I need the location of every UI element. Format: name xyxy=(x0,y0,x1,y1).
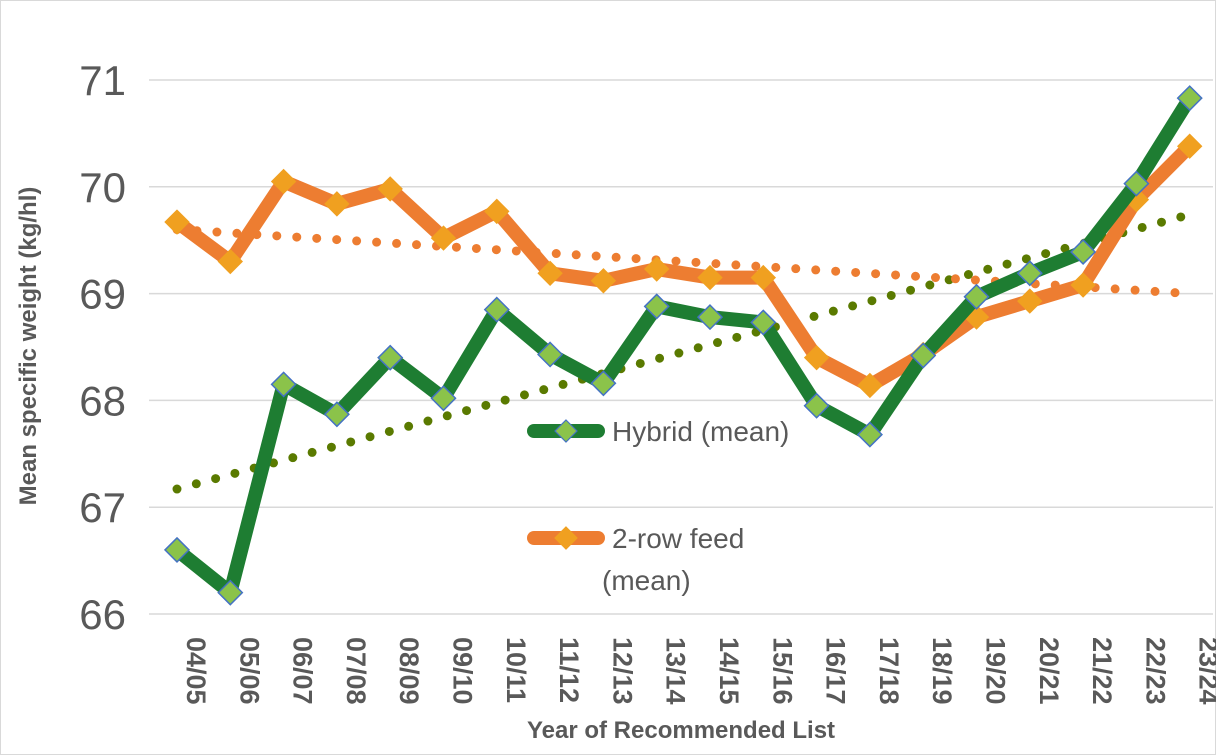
x-tick-label: 20/21 xyxy=(1034,637,1064,705)
y-tick-label: 68 xyxy=(79,377,126,424)
legend-label-2-row-feed-line2: (mean) xyxy=(602,565,691,596)
x-tick-label: 16/17 xyxy=(821,637,851,705)
data-point-hybrid xyxy=(1123,170,1150,197)
legend-label-hybrid: Hybrid (mean) xyxy=(612,416,789,447)
data-point-hybrid xyxy=(537,341,564,368)
data-point-hybrid xyxy=(1176,85,1203,112)
x-tick-label: 07/08 xyxy=(341,637,371,705)
x-tick-label: 23/24 xyxy=(1194,637,1216,705)
data-point-2-row-feed xyxy=(750,264,777,291)
data-point-hybrid xyxy=(163,536,191,563)
series-group xyxy=(163,85,1203,606)
data-point-hybrid xyxy=(270,371,297,398)
y-tick-label: 70 xyxy=(79,164,126,211)
data-point-2-row-feed xyxy=(1017,288,1043,314)
trendlines xyxy=(172,210,1195,494)
x-tick-label: 17/18 xyxy=(874,637,904,705)
x-tick-label: 22/23 xyxy=(1140,637,1170,705)
legend: Hybrid (mean) 2-row feed (mean) xyxy=(527,416,789,596)
x-tick-label: 06/07 xyxy=(288,637,318,705)
data-point-2-row-feed xyxy=(430,225,457,251)
data-point-hybrid xyxy=(963,283,990,310)
data-point-2-row-feed xyxy=(537,260,563,287)
data-point-hybrid xyxy=(750,309,777,336)
trendline-2-row-feed xyxy=(172,225,1195,299)
y-tick-label: 69 xyxy=(79,271,126,318)
x-tick-label: 19/20 xyxy=(981,637,1011,705)
x-tick-label: 10/11 xyxy=(501,637,531,703)
x-tick-label: 09/10 xyxy=(448,637,478,705)
legend-marker-2-row-feed xyxy=(554,526,578,550)
data-point-2-row-feed xyxy=(324,191,350,217)
data-point-2-row-feed xyxy=(803,344,830,371)
y-tick-label: 66 xyxy=(79,591,126,638)
data-point-hybrid xyxy=(856,421,883,448)
data-point-hybrid xyxy=(430,385,457,412)
data-point-2-row-feed xyxy=(643,256,670,282)
y-tick-label: 67 xyxy=(79,484,126,531)
y-axis-ticks: 66 67 68 69 70 71 xyxy=(79,57,126,638)
series-line-hybrid xyxy=(170,91,1197,600)
trendline-hybrid xyxy=(172,210,1195,494)
data-point-2-row-feed xyxy=(590,268,617,294)
data-point-hybrid xyxy=(323,401,350,428)
data-point-hybrid xyxy=(377,344,404,371)
x-axis-ticks: 04/05 05/06 06/07 07/08 08/09 09/10 10/11 11/12… xyxy=(181,637,1216,705)
x-tick-label: 11/12 xyxy=(554,637,584,703)
data-point-2-row-feed xyxy=(1070,272,1096,298)
data-point-2-row-feed xyxy=(377,176,403,202)
data-point-2-row-feed xyxy=(1176,133,1203,159)
data-point-2-row-feed xyxy=(697,264,723,291)
data-point-hybrid xyxy=(1016,260,1043,287)
data-point-2-row-feed xyxy=(164,209,190,235)
x-tick-label: 18/19 xyxy=(927,637,957,705)
x-tick-label: 05/06 xyxy=(234,637,264,705)
x-tick-label: 13/14 xyxy=(661,637,691,705)
x-tick-label: 15/16 xyxy=(767,637,797,705)
x-tick-label: 12/13 xyxy=(607,637,637,705)
data-point-2-row-feed xyxy=(217,248,244,275)
data-point-hybrid xyxy=(1070,238,1097,266)
legend-marker-hybrid xyxy=(554,419,578,443)
x-tick-label: 14/15 xyxy=(714,637,744,705)
data-point-hybrid xyxy=(217,579,244,606)
x-tick-label: 21/22 xyxy=(1087,637,1117,705)
x-axis-title: Year of Recommended List xyxy=(527,717,835,744)
data-point-hybrid xyxy=(483,296,510,323)
y-tick-label: 71 xyxy=(79,57,126,104)
data-point-hybrid xyxy=(696,304,724,331)
x-tick-label: 08/09 xyxy=(394,637,424,705)
data-point-hybrid xyxy=(590,370,617,397)
data-point-hybrid xyxy=(643,293,670,320)
x-tick-label: 04/05 xyxy=(181,637,211,705)
y-axis-title: Mean specific weight (kg/hl) xyxy=(15,187,42,506)
data-point-2-row-feed xyxy=(857,372,883,399)
data-point-2-row-feed xyxy=(484,198,510,225)
data-point-hybrid xyxy=(910,342,937,369)
data-point-2-row-feed xyxy=(270,168,297,195)
legend-label-2-row-feed: 2-row feed xyxy=(612,523,744,554)
data-point-hybrid xyxy=(803,392,830,419)
